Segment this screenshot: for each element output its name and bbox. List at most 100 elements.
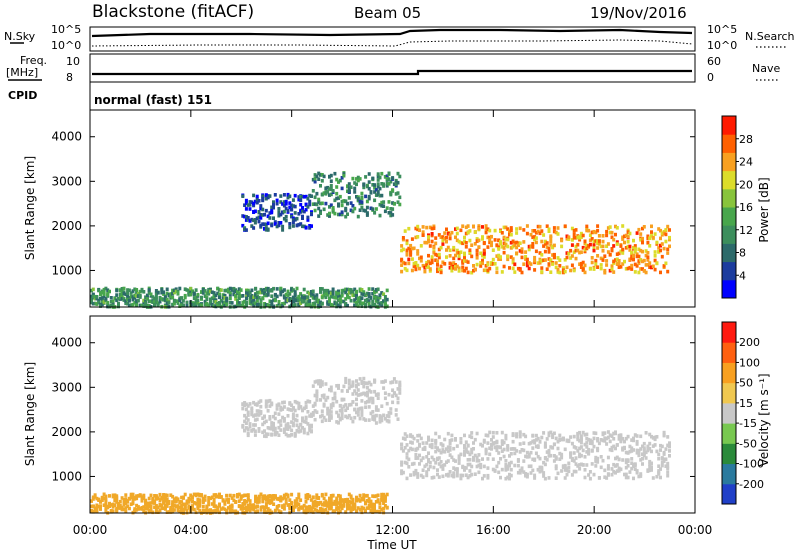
echo-cell	[374, 299, 378, 303]
echo-cell	[291, 218, 295, 222]
echo-cell	[284, 199, 288, 204]
echo-cell	[340, 176, 344, 180]
echo-cell	[365, 199, 369, 204]
echo-cell	[650, 234, 653, 238]
echo-cell	[560, 469, 564, 473]
echo-cell	[252, 295, 256, 299]
echo-cell	[319, 211, 322, 215]
echo-cell	[308, 508, 312, 512]
echo-cell	[666, 443, 670, 448]
echo-cell	[313, 393, 317, 398]
echo-cell	[502, 454, 506, 459]
echo-cell	[319, 287, 322, 291]
echo-cell	[254, 510, 258, 514]
echo-cell	[373, 186, 377, 190]
echo-cell	[311, 189, 315, 193]
echo-cell	[340, 199, 344, 204]
echo-cell	[268, 211, 272, 215]
echo-cell	[270, 494, 274, 499]
echo-cell	[592, 239, 596, 244]
echo-cell	[299, 297, 303, 301]
echo-cell	[291, 412, 295, 417]
echo-cell	[293, 211, 297, 215]
echo-cell	[181, 510, 185, 515]
echo-cell	[268, 398, 272, 403]
echo-cell	[248, 424, 252, 429]
echo-cell	[93, 508, 97, 513]
echo-cell	[367, 294, 371, 299]
echo-cell	[484, 227, 488, 231]
echo-cell	[358, 199, 362, 204]
echo-cell	[255, 504, 259, 509]
echo-cell	[365, 291, 369, 296]
echo-cell	[259, 303, 263, 307]
colorbar-tick-label: 200	[739, 336, 760, 349]
echo-cell	[445, 248, 448, 252]
echo-cell	[275, 430, 279, 435]
echo-cell	[394, 413, 398, 417]
echo-cell	[617, 261, 621, 265]
echo-cell	[335, 496, 339, 501]
echo-cell	[234, 509, 238, 513]
echo-cell	[324, 398, 328, 402]
echo-cell	[567, 461, 571, 466]
echo-cell	[219, 299, 223, 303]
echo-cell	[353, 415, 357, 420]
echo-cell	[236, 302, 239, 306]
echo-cell	[154, 300, 158, 304]
echo-cell	[466, 450, 470, 455]
echo-cell	[282, 200, 286, 204]
echo-cell	[347, 503, 351, 508]
echo-cell	[572, 268, 576, 273]
echo-cell	[263, 227, 266, 231]
echo-cell	[540, 435, 544, 440]
echo-cell	[572, 229, 576, 233]
echo-cell	[659, 467, 662, 471]
echo-cell	[364, 405, 368, 409]
echo-cell	[212, 493, 216, 497]
echo-cell	[648, 462, 652, 466]
echo-cell	[421, 447, 425, 451]
echo-cell	[245, 291, 248, 295]
echo-cell	[349, 500, 353, 505]
echo-cell	[378, 416, 382, 420]
echo-cell	[358, 499, 362, 503]
echo-cell	[257, 409, 261, 413]
echo-cell	[288, 205, 292, 210]
echo-cell	[286, 414, 290, 418]
echo-cell	[398, 195, 402, 200]
echo-cell	[360, 292, 364, 296]
echo-cell	[578, 237, 582, 242]
echo-cell	[475, 262, 479, 267]
echo-cell	[335, 196, 339, 201]
echo-cell	[452, 446, 456, 451]
echo-cell	[189, 292, 193, 297]
echo-cell	[255, 417, 259, 422]
echo-cell	[428, 261, 432, 266]
echo-cell	[641, 259, 644, 264]
echo-cell	[244, 218, 248, 222]
colorbar-segment	[722, 170, 736, 190]
echo-cell	[437, 448, 441, 453]
echo-cell	[129, 291, 133, 295]
echo-cell	[252, 423, 256, 427]
echo-cell	[263, 420, 266, 425]
echo-cell	[236, 494, 239, 499]
echo-cell	[493, 469, 497, 473]
echo-cell	[270, 402, 274, 407]
echo-cell	[484, 433, 488, 437]
echo-cell	[445, 473, 448, 477]
echo-cell	[635, 470, 639, 475]
echo-cell	[615, 463, 619, 467]
echo-cell	[522, 432, 526, 437]
echo-cell	[545, 450, 549, 454]
echo-cell	[295, 223, 299, 228]
echo-cell	[329, 291, 333, 296]
echo-cell	[257, 295, 261, 300]
echo-cell	[347, 506, 351, 511]
echo-cell	[362, 290, 366, 294]
echo-cell	[328, 499, 331, 504]
echo-cell	[133, 507, 137, 511]
echo-cell	[203, 302, 207, 307]
echo-cell	[261, 494, 265, 499]
